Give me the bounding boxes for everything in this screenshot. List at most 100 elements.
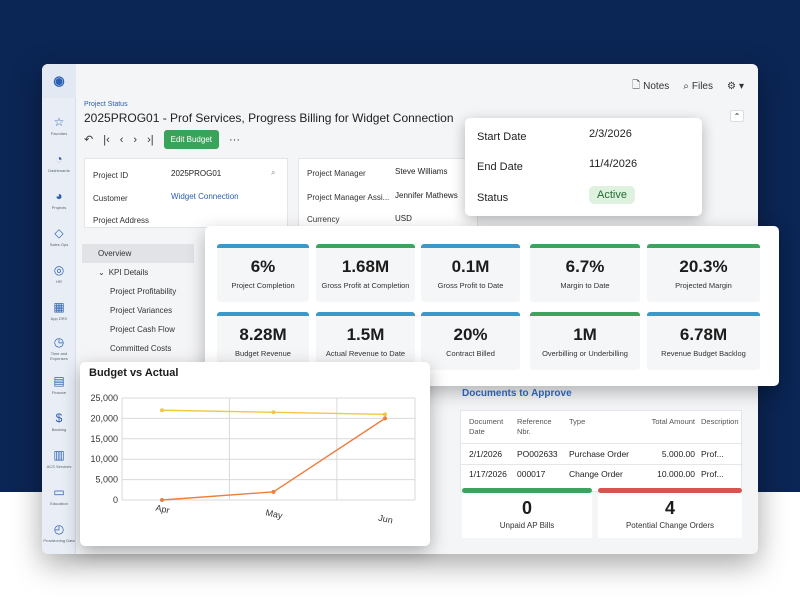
- kpi-tile[interactable]: 0.1M Gross Profit to Date: [421, 244, 520, 302]
- status-badge: Active: [589, 186, 635, 204]
- search-icon[interactable]: ⌕: [271, 168, 276, 177]
- rail-item-label: Time and Expenses: [50, 350, 68, 361]
- data-point: [271, 489, 276, 494]
- gear-icon: ⚙: [727, 81, 736, 92]
- first-record-icon[interactable]: |‹: [103, 133, 110, 146]
- status-label: Status: [477, 192, 509, 204]
- row-divider: [461, 443, 743, 444]
- rail-item-icon: ◴: [53, 522, 65, 536]
- rail-item-1[interactable]: ◔ Dashboards: [42, 143, 76, 183]
- column-header-reference[interactable]: Reference Nbr.: [517, 417, 552, 436]
- kpi-tile[interactable]: 1M Overbilling or Underbilling: [530, 312, 640, 370]
- unpaid-ap-bills-accent: [462, 488, 592, 493]
- customer-label: Customer: [93, 194, 128, 203]
- customer-link[interactable]: Widget Connection: [171, 192, 239, 201]
- rail-item-7[interactable]: ▤ Finance: [42, 365, 76, 405]
- rail-item-icon: ◔: [55, 152, 63, 166]
- undo-icon[interactable]: ↶: [84, 134, 94, 146]
- rail-item-4[interactable]: ◎ HR: [42, 254, 76, 294]
- notes-button[interactable]: 🗋 Notes: [632, 78, 669, 95]
- column-header-type[interactable]: Type: [569, 417, 586, 426]
- nav-overview[interactable]: Overview: [82, 244, 194, 263]
- data-point: [383, 416, 387, 421]
- kpi-tile[interactable]: 1.68M Gross Profit at Completion: [316, 244, 415, 302]
- last-record-icon[interactable]: ›|: [147, 133, 154, 146]
- files-button[interactable]: ⌕ Files: [683, 81, 713, 92]
- kpi-tile[interactable]: 8.28M Budget Revenue: [217, 312, 309, 370]
- app-logo-icon[interactable]: ◉: [42, 64, 76, 98]
- potential-change-orders-tile[interactable]: 4 Potential Change Orders: [598, 488, 742, 538]
- row2-reference-link[interactable]: 000017: [517, 469, 546, 479]
- unpaid-ap-bills-tile[interactable]: 0 Unpaid AP Bills: [462, 488, 592, 538]
- kpi-tile[interactable]: 20.3% Projected Margin: [647, 244, 760, 302]
- kpi-tile[interactable]: 6.7% Margin to Date: [530, 244, 640, 302]
- chevron-down-icon: ⌄: [98, 268, 105, 277]
- line-chart: 0 5,000 10,000 15,000 20,000 25,000 Apr May Jun: [90, 393, 416, 525]
- kpi-label: Gross Profit to Date: [437, 281, 504, 290]
- previous-record-icon[interactable]: ‹: [119, 133, 124, 146]
- breadcrumb[interactable]: Project Status: [84, 101, 128, 108]
- end-date-value[interactable]: 11/4/2026: [589, 158, 638, 170]
- kpi-value: 20%: [453, 325, 488, 344]
- kpi-tile[interactable]: 6% Project Completion: [217, 244, 309, 302]
- kpi-value: 1.5M: [346, 325, 385, 344]
- y-tick-label: 10,000: [90, 454, 118, 464]
- row2-type: Change Order: [569, 469, 623, 479]
- rail-item-3[interactable]: ◇ Sales Ops: [42, 217, 76, 257]
- project-id-label: Project ID: [93, 171, 129, 180]
- collapse-icon[interactable]: ⌃: [730, 110, 744, 122]
- settings-button[interactable]: ⚙ ▾: [727, 78, 744, 95]
- kpi-label: Margin to Date: [560, 281, 610, 290]
- column-header-date[interactable]: Document Date: [469, 417, 504, 436]
- more-actions-button[interactable]: ···: [229, 133, 240, 146]
- end-date-label: End Date: [477, 161, 523, 173]
- section-nav: Overview ⌄ KPI Details Project Profitabil…: [82, 244, 194, 358]
- nav-committed-costs[interactable]: Committed Costs: [110, 344, 172, 353]
- rail-item-8[interactable]: $ Banking: [42, 402, 76, 442]
- currency-field[interactable]: USD: [395, 214, 412, 223]
- project-manager-field[interactable]: Steve Williams: [395, 167, 448, 176]
- rail-item-icon: ▭: [53, 485, 65, 499]
- nav-project-variances[interactable]: Project Variances: [110, 306, 173, 315]
- kpi-label: Overbilling or Underbilling: [542, 349, 628, 358]
- rail-item-label: App DRX: [50, 316, 68, 321]
- kpi-tile[interactable]: 20% Contract Billed: [421, 312, 520, 370]
- documents-to-approve-title[interactable]: Documents to Approve: [462, 388, 572, 399]
- rail-item-11[interactable]: ◴ Provisioning Data: [42, 513, 76, 553]
- currency-label: Currency: [307, 215, 340, 224]
- potential-change-orders-accent: [598, 488, 742, 493]
- rail-item-icon: ◕: [55, 189, 63, 203]
- column-header-description[interactable]: Description: [701, 417, 739, 426]
- nav-project-cash-flow[interactable]: Project Cash Flow: [110, 325, 175, 334]
- kpi-label: Actual Revenue to Date: [325, 349, 406, 358]
- kpi-label: Projected Margin: [675, 281, 732, 290]
- rail-item-icon: ▥: [53, 448, 65, 462]
- rail-item-0[interactable]: ☆ Favorites: [42, 106, 76, 146]
- rail-item-2[interactable]: ◕ Projects: [42, 180, 76, 220]
- rail-item-label: Banking: [51, 427, 67, 432]
- row-divider: [461, 464, 743, 465]
- rail-item-5[interactable]: ▦ App DRX: [42, 291, 76, 331]
- rail-item-6[interactable]: ◷ Time and Expenses: [42, 328, 76, 368]
- next-record-icon[interactable]: ›: [133, 133, 138, 146]
- rail-item-label: Sales Ops: [49, 242, 69, 247]
- y-tick-label: 5,000: [95, 475, 118, 485]
- budget-vs-actual-chart: Budget vs Actual 0 5,000 10,000 15,000 20,00…: [80, 362, 430, 546]
- edit-budget-button[interactable]: Edit Budget: [163, 130, 219, 149]
- column-header-amount[interactable]: Total Amount: [651, 417, 695, 426]
- nav-project-profitability[interactable]: Project Profitability: [110, 287, 177, 296]
- nav-kpi-details[interactable]: ⌄ KPI Details: [98, 268, 149, 277]
- start-date-value[interactable]: 2/3/2026: [589, 128, 632, 140]
- rail-item-10[interactable]: ▭ Education: [42, 476, 76, 516]
- project-manager-assistant-field[interactable]: Jennifer Mathews: [395, 191, 458, 200]
- dates-card: Start Date 2/3/2026 End Date 11/4/2026 S…: [465, 118, 702, 216]
- row1-reference-link[interactable]: PO002633: [517, 449, 558, 459]
- kpi-value: 6%: [250, 257, 276, 276]
- project-id-field[interactable]: 2025PROG01: [171, 169, 222, 178]
- kpi-tile[interactable]: 1.5M Actual Revenue to Date: [316, 312, 415, 370]
- rail-item-label: Favorites: [50, 131, 68, 136]
- project-address-label[interactable]: Project Address: [93, 216, 150, 225]
- rail-item-9[interactable]: ▥ ACS Services: [42, 439, 76, 479]
- kpi-tile[interactable]: 6.78M Revenue Budget Backlog: [647, 312, 760, 370]
- chart-title: Budget vs Actual: [89, 367, 179, 379]
